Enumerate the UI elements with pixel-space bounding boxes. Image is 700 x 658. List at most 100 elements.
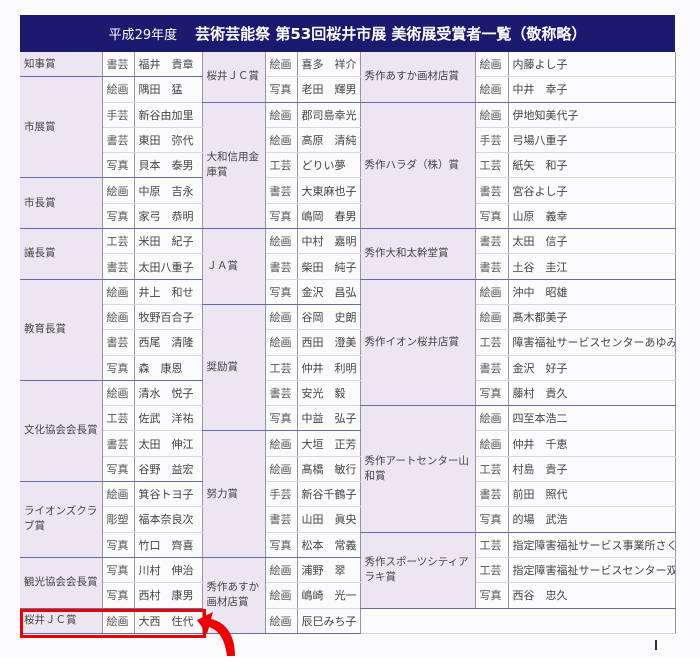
genre: 写真 xyxy=(102,152,135,179)
genre: 工芸 xyxy=(102,228,135,255)
genre: 書芸 xyxy=(102,253,135,280)
genre: 写真 xyxy=(102,582,135,609)
genre: 写真 xyxy=(265,405,298,432)
genre: 絵画 xyxy=(102,608,135,634)
winner-name: 山田 眞央 xyxy=(297,506,361,533)
empty-cell xyxy=(360,608,676,634)
winner-name: 前田 照代 xyxy=(508,481,676,508)
winner-name: 新谷由加里 xyxy=(134,102,203,128)
winner-name: 井上 和せ xyxy=(134,279,203,305)
award-name: ライオンズクラブ賞 xyxy=(20,481,103,558)
winner-name: 西尾 清隆 xyxy=(134,329,203,356)
genre: 写真 xyxy=(475,582,509,609)
genre: 絵画 xyxy=(265,582,298,609)
award-name: ＪＡ賞 xyxy=(202,228,266,305)
genre: 書芸 xyxy=(475,177,509,204)
award-name: 秀作あすか画材店賞 xyxy=(360,52,476,103)
page-mark xyxy=(655,640,657,650)
winner-name: 西村 康男 xyxy=(134,582,203,609)
award-name: 秀作大和太幹堂賞 xyxy=(360,228,476,280)
genre: 絵画 xyxy=(475,76,509,103)
table-row: 写真森 康恩 工芸 仲井 利明 書芸 金沢 好子 xyxy=(20,355,676,381)
winner-name: 太田八重子 xyxy=(134,253,203,280)
award-name: 桜井ＪＣ賞 xyxy=(202,52,266,103)
winner-name: 郡司島幸光 xyxy=(297,102,361,128)
award-name: 秀作スポーツシティアラキ賞 xyxy=(360,532,476,609)
genre: 工芸 xyxy=(265,152,298,179)
genre: 絵画 xyxy=(265,456,298,483)
award-name: 観光協会会長賞 xyxy=(20,557,103,609)
genre: 写真 xyxy=(102,456,135,483)
genre: 絵画 xyxy=(102,380,135,407)
genre: 写真 xyxy=(475,380,509,407)
table-row: 絵画 牧野百合子 奨励賞 絵画 谷岡 史朗 絵画 髙木都美子 xyxy=(20,304,676,432)
genre: 手芸 xyxy=(265,481,298,508)
genre: 絵画 xyxy=(265,608,298,634)
genre: 写真 xyxy=(102,557,135,584)
winner-name: 金沢 昌弘 xyxy=(297,279,361,305)
winner-name: 藤村 貴久 xyxy=(508,380,676,407)
genre: 写真 xyxy=(102,203,135,230)
genre: 写真 xyxy=(102,355,135,381)
winner-name: 森 康恩 xyxy=(134,355,203,381)
winner-name: 嶋崎 光一 xyxy=(297,582,361,609)
genre: 絵画 xyxy=(265,304,298,331)
winner-name: 谷野 益宏 xyxy=(134,456,203,483)
table-row: 書芸 太田 伸江 努力賞 絵画 大垣 正芳 絵画 仲井 千恵 xyxy=(20,430,676,558)
genre: 書芸 xyxy=(265,380,298,407)
table-row: 彫塑 福本奈良次 書芸 山田 眞央 写真 的場 武浩 xyxy=(20,506,676,533)
winner-name: 太田 信子 xyxy=(508,228,676,255)
winner-name: 中井 幸子 xyxy=(508,76,676,103)
genre: 絵画 xyxy=(475,102,509,128)
winner-name: 新谷千鶴子 xyxy=(297,481,361,508)
genre: 工芸 xyxy=(475,557,509,584)
table-row: 市長賞 絵画 中原 吉永 書芸 大東麻也子 書芸 宮谷よし子 xyxy=(20,177,676,230)
highlight-box xyxy=(20,609,206,638)
genre: 絵画 xyxy=(265,329,298,356)
winner-name: 中村 嘉明 xyxy=(297,228,361,255)
award-name: 市展賞 xyxy=(20,76,103,179)
genre: 手芸 xyxy=(102,102,135,128)
winner-name: 弓場八重子 xyxy=(508,127,676,154)
genre: 書芸 xyxy=(475,253,509,280)
genre: 写真 xyxy=(265,76,298,103)
winner-name: 隅田 猛 xyxy=(134,76,203,103)
winner-name: 中原 吉永 xyxy=(134,177,203,204)
winner-name: 安光 毅 xyxy=(297,380,361,407)
winner-name: 沖中 昭雄 xyxy=(508,279,676,305)
winner-name: 中益 弘子 xyxy=(297,405,361,432)
winner-name: 大西 住代 xyxy=(134,608,203,634)
genre: 書芸 xyxy=(102,430,135,457)
table-row: 写真 家弓 恭明 写真 嶋岡 春男 写真 山原 義幸 xyxy=(20,203,676,230)
genre: 絵画 xyxy=(102,304,135,331)
genre: 書芸 xyxy=(265,253,298,280)
genre: 書芸 xyxy=(102,52,135,78)
genre: 書芸 xyxy=(475,355,509,381)
awards-table: 知事賞 書芸 福井 貴章 桜井ＪＣ賞 絵画 喜多 祥介 秀作あすか画材店賞 絵画 内藤よし子 市展… xyxy=(20,52,676,634)
award-name: 奨励賞 xyxy=(202,304,266,432)
table-row: ライオンズクラブ賞 絵画 箕谷トヨ子 手芸 新谷千鶴子 書芸 前田 照代 xyxy=(20,481,676,558)
table-row: 観光協会会長賞 写真 川村 伸治 秀作あすか画材店賞 絵画 浦野 翠工芸 指定障害福祉サービ… xyxy=(20,557,676,634)
winner-name: 柴田 純子 xyxy=(297,253,361,280)
genre: 写真 xyxy=(102,532,135,558)
winner-name: 太田 伸江 xyxy=(134,430,203,457)
genre: 書芸 xyxy=(475,481,509,508)
table-row: 市展賞 絵画 隅田 猛写真 老田 輝男 絵画 中井 幸子 xyxy=(20,76,676,179)
genre: 書芸 xyxy=(265,506,298,533)
winner-name: 障害福祉サービスセンターあゆみ xyxy=(508,329,676,356)
genre: 絵画 xyxy=(265,127,298,154)
winner-name: 家弓 恭明 xyxy=(134,203,203,230)
winner-name: 土谷 圭江 xyxy=(508,253,676,280)
genre: 絵画 xyxy=(265,102,298,128)
table-row: 文化協会会長賞 絵画 清水 悦子 書芸 安光 毅写真 藤村 貴久 xyxy=(20,380,676,483)
genre: 絵画 xyxy=(102,481,135,508)
winner-name: 松本 常義 xyxy=(297,532,361,558)
genre: 写真 xyxy=(265,532,298,558)
title-year: 平成29年度 xyxy=(108,28,178,43)
genre: 書芸 xyxy=(265,177,298,204)
winner-name: 箕谷トヨ子 xyxy=(134,481,203,508)
table-row: 手芸 新谷由加里 大和信用金庫賞 絵画 郡司島幸光 秀作ハラダ（株）賞 絵画 伊地知美代子 xyxy=(20,102,676,230)
genre: 絵画 xyxy=(475,52,509,78)
winner-name: 貝本 泰男 xyxy=(134,152,203,179)
genre: 工芸 xyxy=(265,355,298,381)
